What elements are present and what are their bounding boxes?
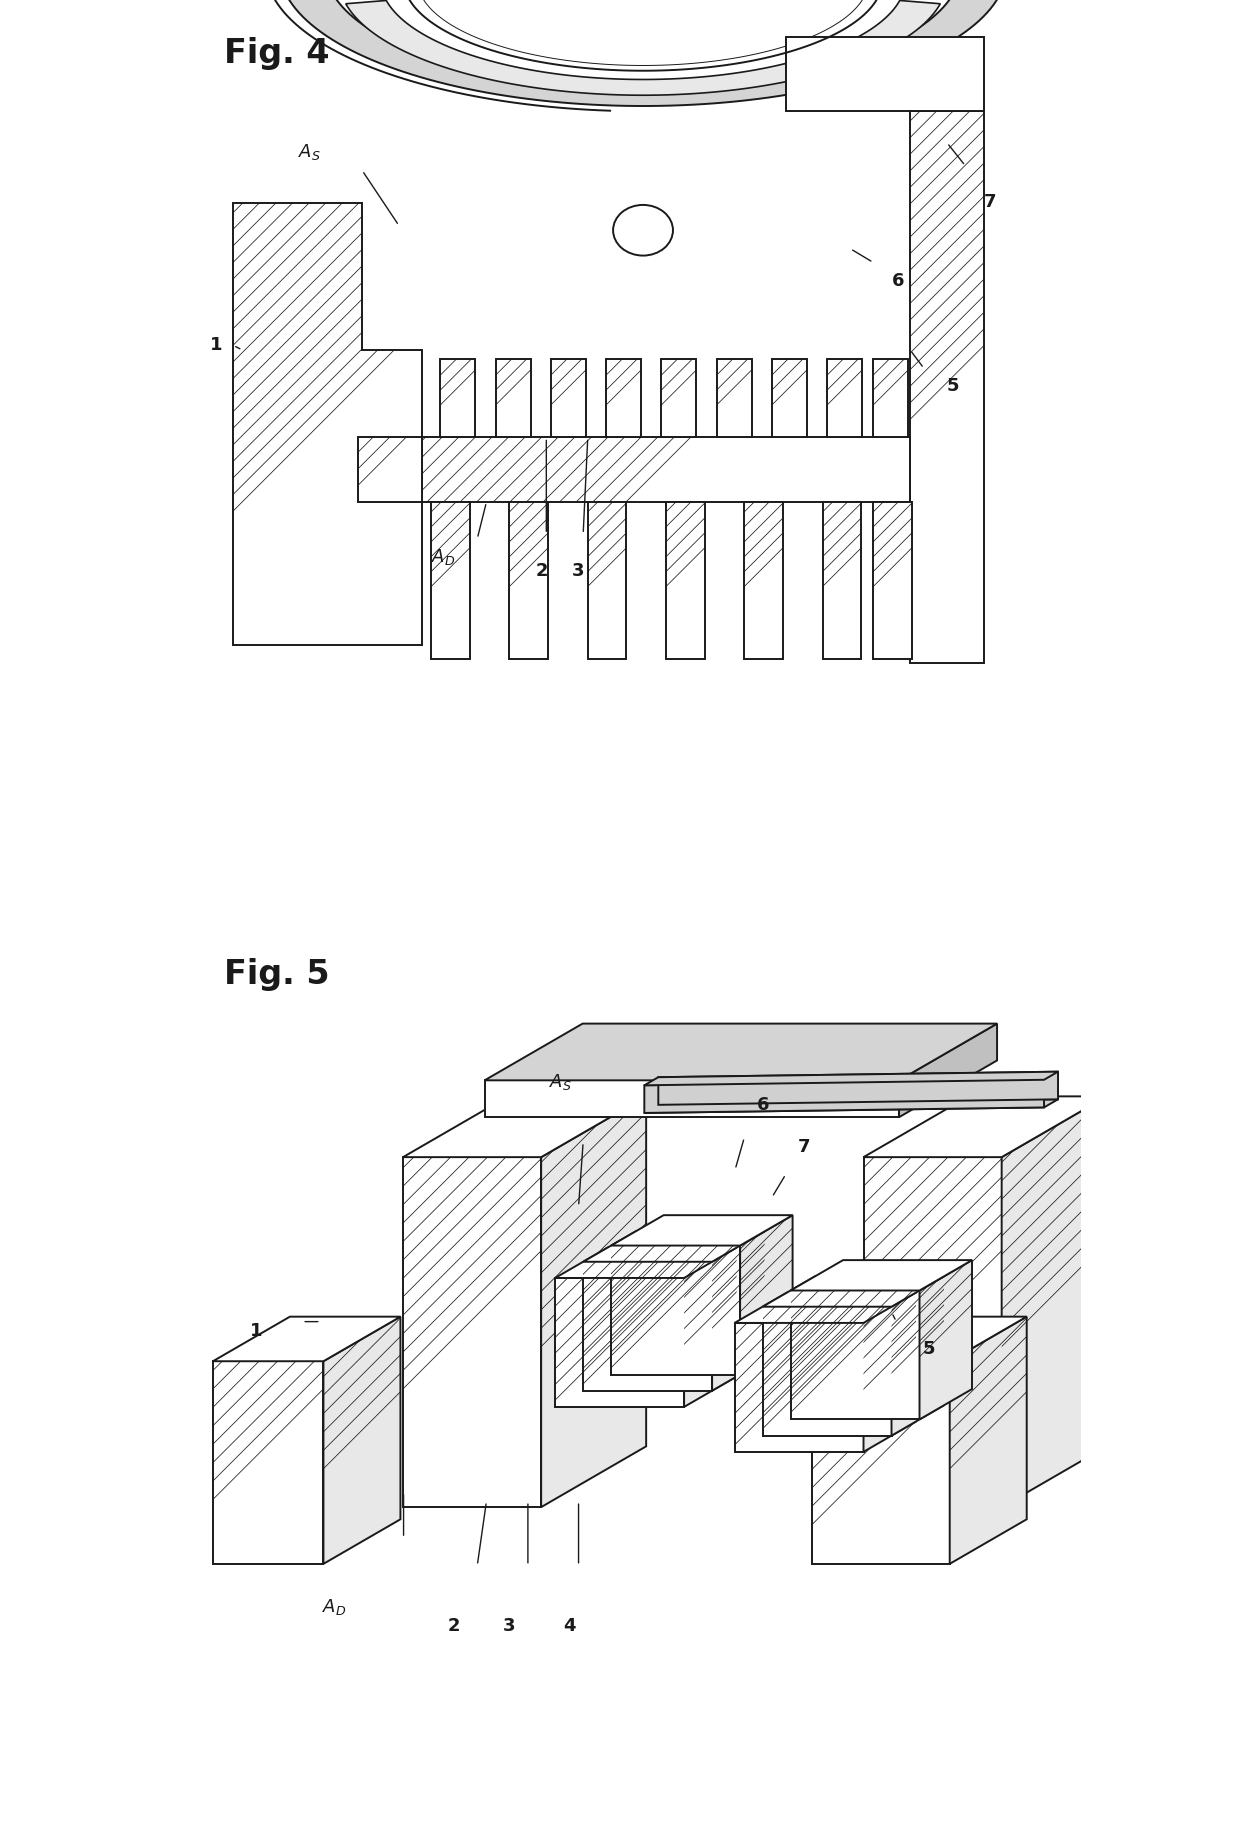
Polygon shape [588, 501, 626, 659]
Polygon shape [950, 1317, 1027, 1564]
Polygon shape [658, 1072, 1058, 1105]
Polygon shape [606, 359, 641, 438]
Polygon shape [873, 501, 911, 659]
Polygon shape [786, 37, 983, 111]
Polygon shape [791, 1260, 972, 1291]
Text: 1: 1 [250, 1323, 263, 1339]
Polygon shape [496, 359, 531, 438]
Polygon shape [485, 1024, 997, 1079]
Polygon shape [1002, 1096, 1106, 1507]
Text: 3: 3 [503, 1617, 516, 1634]
Polygon shape [910, 111, 983, 663]
Polygon shape [233, 203, 422, 645]
Text: 2: 2 [536, 562, 548, 580]
Polygon shape [899, 1024, 997, 1116]
Polygon shape [684, 1247, 737, 1407]
Polygon shape [611, 1245, 740, 1374]
Polygon shape [422, 438, 910, 501]
Polygon shape [288, 0, 999, 107]
Polygon shape [863, 1096, 1106, 1157]
Polygon shape [863, 1293, 916, 1451]
Text: 6: 6 [892, 271, 904, 289]
Polygon shape [645, 1072, 1058, 1085]
Text: 4: 4 [563, 1617, 575, 1634]
Polygon shape [712, 1230, 765, 1391]
Polygon shape [811, 1317, 1027, 1361]
Text: $A_S$: $A_S$ [548, 1072, 572, 1092]
Text: $A_D$: $A_D$ [322, 1597, 347, 1617]
Polygon shape [661, 359, 697, 438]
Polygon shape [744, 501, 782, 659]
Polygon shape [213, 1317, 401, 1361]
Ellipse shape [613, 204, 673, 256]
Text: 6: 6 [756, 1096, 769, 1114]
Text: 5: 5 [923, 1341, 935, 1358]
Polygon shape [666, 501, 704, 659]
Text: 2: 2 [448, 1617, 460, 1634]
Polygon shape [324, 1317, 401, 1564]
Text: 5: 5 [947, 378, 960, 396]
Polygon shape [734, 1323, 863, 1451]
Polygon shape [583, 1230, 765, 1262]
Polygon shape [920, 1260, 972, 1420]
Polygon shape [645, 1100, 1058, 1113]
Polygon shape [440, 359, 475, 438]
Polygon shape [892, 1277, 944, 1435]
Polygon shape [611, 1216, 792, 1245]
Text: Fig. 5: Fig. 5 [224, 958, 330, 991]
Polygon shape [873, 359, 908, 438]
Text: 7: 7 [799, 1138, 811, 1155]
Polygon shape [357, 438, 422, 501]
Polygon shape [556, 1247, 737, 1278]
Polygon shape [510, 501, 548, 659]
Polygon shape [346, 0, 940, 96]
Text: 3: 3 [573, 562, 585, 580]
Polygon shape [763, 1277, 944, 1306]
Polygon shape [403, 1096, 646, 1157]
Text: $A_D$: $A_D$ [432, 547, 455, 567]
Polygon shape [556, 1278, 684, 1407]
Polygon shape [791, 1291, 920, 1420]
Polygon shape [827, 359, 862, 438]
Polygon shape [485, 1079, 899, 1116]
Text: $A_S$: $A_S$ [298, 142, 320, 162]
Polygon shape [583, 1262, 712, 1391]
Polygon shape [541, 1096, 646, 1507]
Polygon shape [734, 1293, 916, 1323]
Text: Fig. 4: Fig. 4 [224, 37, 330, 70]
Polygon shape [551, 359, 587, 438]
Polygon shape [432, 501, 470, 659]
Polygon shape [403, 1157, 541, 1507]
Text: 7: 7 [983, 193, 996, 212]
Polygon shape [645, 1079, 1044, 1113]
Polygon shape [811, 1361, 950, 1564]
Polygon shape [740, 1216, 792, 1374]
Polygon shape [213, 1361, 324, 1564]
Text: 1: 1 [210, 335, 223, 354]
Polygon shape [717, 359, 751, 438]
Polygon shape [763, 1306, 892, 1435]
Polygon shape [773, 359, 807, 438]
Polygon shape [863, 1157, 1002, 1507]
Polygon shape [822, 501, 862, 659]
